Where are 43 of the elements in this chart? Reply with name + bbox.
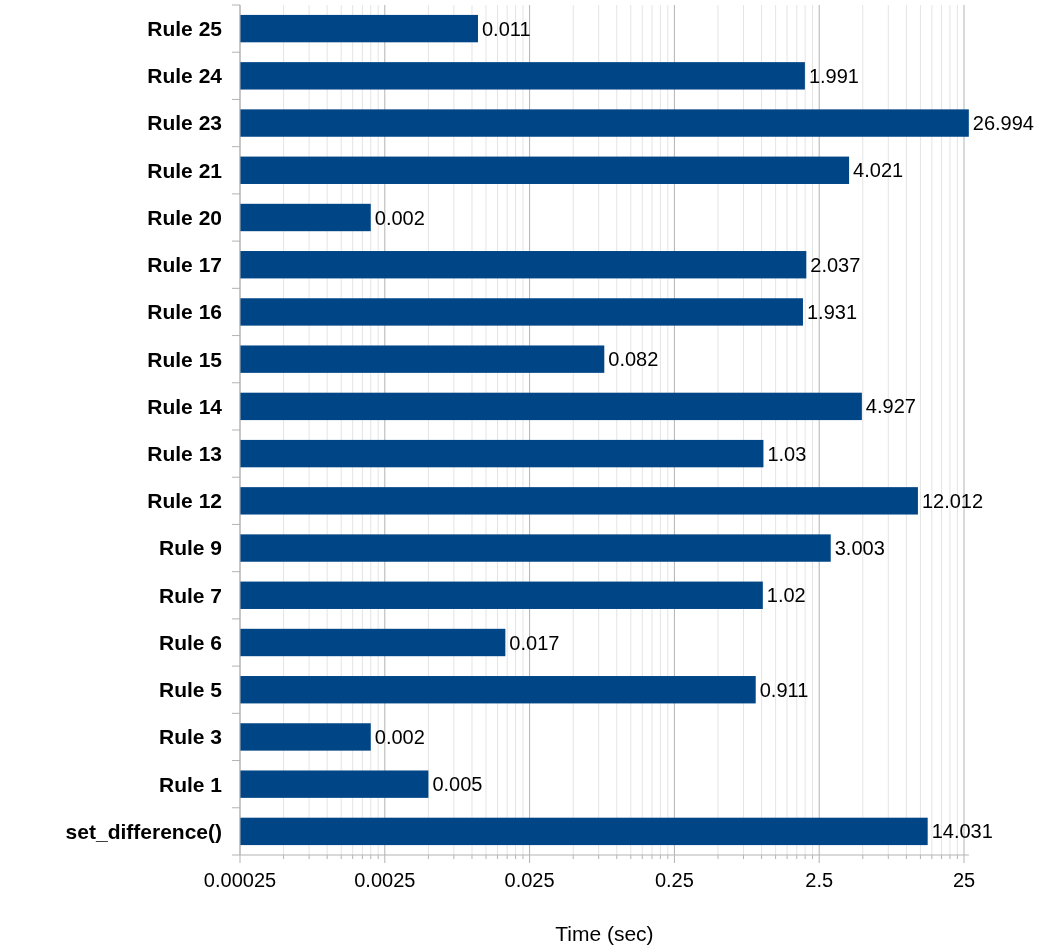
y-tick-label: Rule 25 <box>147 16 223 40</box>
data-label: 1.991 <box>808 64 859 87</box>
y-tick-label: Rule 5 <box>158 678 223 702</box>
y-tick-label: set_difference() <box>65 819 222 843</box>
data-label: 0.911 <box>759 678 809 701</box>
y-tick-label: Rule 12 <box>147 489 222 513</box>
data-label: 1.02 <box>766 584 806 607</box>
y-tick-label: Rule 6 <box>158 630 222 654</box>
y-tick-label: Rule 13 <box>147 441 222 465</box>
y-tick-label: Rule 1 <box>158 772 223 796</box>
data-label: 0.002 <box>374 725 425 748</box>
x-tick-label: 0.0025 <box>354 869 416 891</box>
data-label: 1.03 <box>767 442 807 465</box>
y-tick-label: Rule 20 <box>147 205 222 229</box>
data-label: 3.003 <box>834 537 885 560</box>
data-label: 4.927 <box>865 395 916 418</box>
x-tick-label: 0.025 <box>504 869 555 891</box>
y-tick-label: Rule 23 <box>147 111 222 135</box>
x-tick-label: 0.00025 <box>203 869 277 891</box>
y-tick-label: Rule 14 <box>147 394 223 418</box>
x-tick-label: 0.25 <box>654 869 694 891</box>
y-tick-label: Rule 3 <box>158 725 222 749</box>
data-label: 0.017 <box>509 631 560 654</box>
x-axis-title: Time (sec) <box>555 922 654 945</box>
y-tick-label: Rule 7 <box>158 583 222 607</box>
y-tick-label: Rule 15 <box>147 347 223 371</box>
y-tick-label: Rule 9 <box>158 536 222 560</box>
y-tick-label: Rule 21 <box>147 158 223 182</box>
data-label: 0.005 <box>432 773 483 796</box>
y-tick-label: Rule 24 <box>147 64 223 88</box>
data-label: 0.002 <box>374 206 425 229</box>
x-tick-label: 25 <box>952 869 976 891</box>
y-tick-label: Rule 16 <box>147 300 222 324</box>
data-label: 0.082 <box>608 348 659 371</box>
y-tick-label: Rule 17 <box>147 253 222 277</box>
data-label: 0.011 <box>481 17 531 40</box>
data-label: 4.021 <box>853 159 904 182</box>
data-label: 14.031 <box>931 820 993 843</box>
data-label: 2.037 <box>810 253 861 276</box>
data-label: 26.994 <box>972 112 1034 135</box>
x-tick-label: 2.5 <box>805 869 834 891</box>
data-label: 12.012 <box>921 489 984 512</box>
data-label: 1.931 <box>806 300 858 323</box>
